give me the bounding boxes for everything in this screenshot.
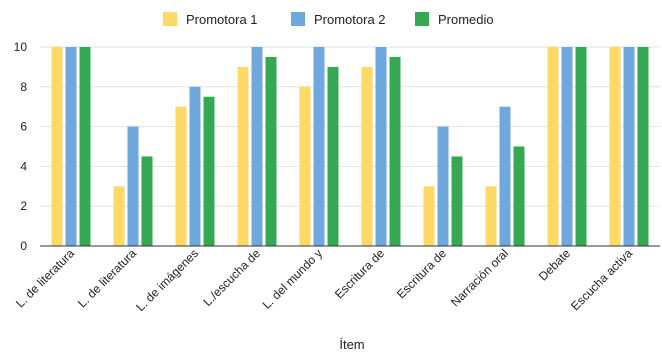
x-tick-label: Escritura de xyxy=(394,246,449,301)
bar-promotora-1 xyxy=(51,47,63,246)
x-tick-label: L. de imágenes xyxy=(133,246,201,314)
bar-promotora-2 xyxy=(561,47,573,246)
bar-promotora-1 xyxy=(485,186,497,246)
bars xyxy=(51,47,649,247)
bar-promedio xyxy=(451,156,463,246)
bar-promotora-2 xyxy=(499,106,511,246)
bar-promedio xyxy=(327,66,339,247)
bar-promedio xyxy=(575,47,587,246)
bar-promotora-1 xyxy=(299,86,311,246)
bar-promedio xyxy=(513,146,525,246)
y-tick-label: 2 xyxy=(20,199,27,213)
x-tick-label: L. del mundo y xyxy=(260,246,326,312)
y-axis-ticks: 0 2 4 6 8 10 xyxy=(14,40,28,253)
y-tick-label: 0 xyxy=(20,239,27,253)
bar-promotora-1 xyxy=(423,186,435,246)
x-tick-label: Narración oral xyxy=(448,246,511,309)
x-tick-label: L. de literatura xyxy=(13,246,77,310)
x-tick-label: L./escucha de xyxy=(200,246,263,309)
bar-promedio xyxy=(389,56,401,247)
bar-promotora-1 xyxy=(175,106,187,246)
bar-promotora-2 xyxy=(127,126,139,246)
legend-swatch xyxy=(415,12,429,26)
bar-promedio xyxy=(203,96,215,246)
bar-promotora-1 xyxy=(361,66,373,247)
bar-promotora-1 xyxy=(113,186,125,246)
legend: Promotora 1 Promotora 2 Promedio xyxy=(163,12,494,27)
y-tick-label: 8 xyxy=(20,80,27,94)
bar-promedio xyxy=(79,47,91,246)
legend-label: Promedio xyxy=(438,12,494,27)
x-tick-label: Debate xyxy=(536,246,573,283)
x-tick-label: L. de literatura xyxy=(75,246,139,310)
bar-promotora-2 xyxy=(251,47,263,246)
legend-swatch xyxy=(163,12,177,26)
bar-promedio xyxy=(141,156,153,246)
bar-promotora-2 xyxy=(375,47,387,246)
bar-promotora-1 xyxy=(609,47,621,246)
x-axis-label: Ítem xyxy=(339,337,364,352)
bar-promotora-2 xyxy=(65,47,77,246)
x-tick-label: Escritura de xyxy=(332,246,387,301)
bar-promotora-2 xyxy=(313,47,325,246)
bar-promotora-2 xyxy=(189,86,201,246)
bar-promotora-2 xyxy=(623,47,635,246)
bar-promedio xyxy=(265,56,277,247)
bar-promotora-1 xyxy=(237,66,249,247)
y-tick-label: 4 xyxy=(20,159,27,173)
legend-label: Promotora 2 xyxy=(314,12,386,27)
legend-label: Promotora 1 xyxy=(186,12,258,27)
y-tick-label: 10 xyxy=(14,40,28,54)
x-tick-label: Escucha activa xyxy=(568,246,635,313)
bar-promotora-2 xyxy=(437,126,449,246)
legend-swatch xyxy=(291,12,305,26)
y-tick-label: 6 xyxy=(20,120,27,134)
bar-promedio xyxy=(637,47,649,246)
bar-promotora-1 xyxy=(547,47,559,246)
